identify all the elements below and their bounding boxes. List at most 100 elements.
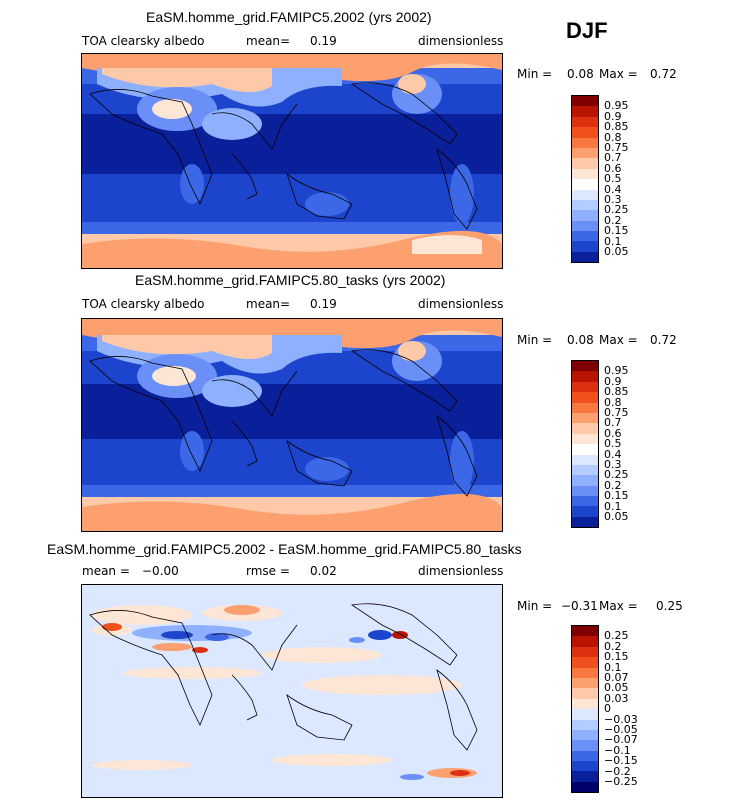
- colorbar-swatch: [572, 657, 598, 668]
- colorbar-tick-label: 0.3: [604, 193, 622, 206]
- colorbar-tick-label: 0.03: [604, 691, 629, 705]
- colorbar-tick-label: −0.15: [604, 754, 638, 768]
- panel-3-rmse-label: rmse =: [246, 564, 290, 578]
- colorbar-swatch: [572, 464, 598, 476]
- colorbar-tick-label: 0.07: [604, 671, 629, 684]
- panel-1-map-field: [82, 54, 502, 268]
- panel-3-colorbar: [571, 625, 599, 794]
- colorbar-swatch: [572, 709, 598, 720]
- colorbar-tick-label: 0.75: [604, 141, 629, 154]
- colorbar-tick-label: 0.5: [604, 172, 622, 186]
- colorbar-swatch: [572, 740, 598, 751]
- colorbar-tick-label: 0.4: [604, 447, 622, 461]
- panel-2-mean-label: mean=: [246, 297, 291, 311]
- colorbar-swatch: [572, 506, 598, 517]
- panel-1-mean-label: mean=: [246, 34, 291, 48]
- panel-3-mean-label: mean =: [82, 564, 130, 578]
- colorbar-tick-label: 0.95: [604, 364, 629, 378]
- colorbar-tick-label: 0.7: [604, 151, 622, 165]
- panel-3-min-label: Min =: [517, 599, 553, 613]
- panel-1-min-label: Min =: [517, 67, 553, 81]
- colorbar-tick-label: 0.15: [604, 224, 629, 238]
- panel-3-max-label: Max =: [599, 599, 638, 613]
- colorbar-swatch: [572, 402, 598, 413]
- colorbar-tick-label: 0.05: [604, 510, 629, 523]
- colorbar-tick-label: −0.07: [604, 733, 638, 747]
- colorbar-swatch: [572, 179, 598, 190]
- colorbar-tick-label: 0.85: [604, 120, 629, 134]
- colorbar-tick-label: 0.25: [604, 203, 629, 217]
- panel-1-map: [81, 53, 503, 269]
- colorbar-tick-label: 0.1: [604, 234, 622, 248]
- colorbar-tick-label: −0.1: [604, 743, 631, 757]
- colorbar-swatch: [572, 761, 598, 772]
- colorbar-tick-label: 0.8: [604, 130, 622, 144]
- panel-2-title: EaSM.homme_grid.FAMIPC5.80_tasks (yrs 20…: [135, 272, 446, 288]
- panel-2-max-value: 0.72: [650, 333, 677, 347]
- panel-3-map: [81, 584, 503, 798]
- colorbar-swatch: [572, 433, 598, 445]
- colorbar-swatch: [572, 147, 598, 159]
- colorbar-tick-label: 0.1: [604, 660, 622, 674]
- panel-2-variable: TOA clearsky albedo: [82, 297, 205, 311]
- colorbar-tick-label: 0.05: [604, 681, 629, 695]
- colorbar-tick-label: 0.4: [604, 182, 622, 196]
- colorbar-swatch: [572, 771, 598, 782]
- colorbar-swatch: [572, 116, 598, 128]
- colorbar-swatch: [572, 485, 598, 497]
- panel-1-max-value: 0.72: [650, 67, 677, 81]
- colorbar-swatch: [572, 750, 598, 762]
- colorbar-tick-label: 0.2: [604, 639, 622, 653]
- colorbar-swatch: [572, 241, 598, 252]
- colorbar-swatch: [572, 251, 598, 263]
- colorbar-swatch: [572, 127, 598, 138]
- panel-2-colorbar: [571, 360, 599, 529]
- panel-3-map-field: [82, 585, 502, 797]
- colorbar-tick-label: 0.9: [604, 109, 622, 123]
- colorbar-swatch: [572, 392, 598, 403]
- panel-2-max-label: Max =: [599, 333, 638, 347]
- colorbar-swatch: [572, 381, 598, 393]
- colorbar-tick-label: −0.2: [604, 764, 631, 778]
- colorbar-swatch: [572, 168, 598, 180]
- colorbar-swatch: [572, 496, 598, 507]
- panel-3-mean-value: −0.00: [142, 564, 179, 578]
- panel-3-min-value: −0.31: [561, 599, 598, 613]
- colorbar-swatch: [572, 698, 598, 710]
- colorbar-swatch: [572, 423, 598, 434]
- colorbar-swatch: [572, 371, 598, 382]
- colorbar-tick-label: 0.8: [604, 395, 622, 409]
- panel-2-map: [81, 318, 503, 532]
- panel-1-min-value: 0.08: [567, 67, 594, 81]
- colorbar-swatch: [572, 636, 598, 647]
- colorbar-tick-label: −0.03: [604, 712, 638, 726]
- colorbar-swatch: [572, 189, 598, 200]
- panel-2-map-field: [82, 319, 502, 531]
- panel-3-units: dimensionless: [418, 564, 504, 578]
- colorbar-swatch: [572, 444, 598, 455]
- panel-3-title: EaSM.homme_grid.FAMIPC5.2002 - EaSM.homm…: [47, 541, 522, 557]
- colorbar-swatch: [572, 454, 598, 465]
- colorbar-swatch: [572, 677, 598, 689]
- colorbar-tick-label: 0.3: [604, 458, 622, 471]
- colorbar-tick-label: 0.15: [604, 650, 629, 664]
- colorbar-swatch: [572, 688, 598, 699]
- colorbar-swatch: [572, 626, 598, 637]
- colorbar-swatch: [572, 137, 598, 148]
- colorbar-swatch: [572, 361, 598, 372]
- colorbar-tick-label: 0.5: [604, 437, 622, 451]
- panel-1-units: dimensionless: [418, 34, 504, 48]
- colorbar-tick-label: 0.75: [604, 406, 629, 419]
- colorbar-swatch: [572, 719, 598, 730]
- colorbar-tick-label: 0: [604, 702, 611, 716]
- panel-1-title: EaSM.homme_grid.FAMIPC5.2002 (yrs 2002): [146, 9, 432, 25]
- colorbar-swatch: [572, 158, 598, 169]
- panel-1-mean-value: 0.19: [310, 34, 337, 48]
- panel-3-max-value: 0.25: [656, 599, 683, 613]
- colorbar-tick-label: 0.2: [604, 478, 622, 492]
- colorbar-tick-label: −0.05: [604, 723, 638, 736]
- colorbar-tick-label: 0.25: [604, 468, 629, 482]
- colorbar-swatch: [572, 516, 598, 528]
- colorbar-swatch: [572, 781, 598, 793]
- colorbar-tick-label: 0.85: [604, 385, 629, 399]
